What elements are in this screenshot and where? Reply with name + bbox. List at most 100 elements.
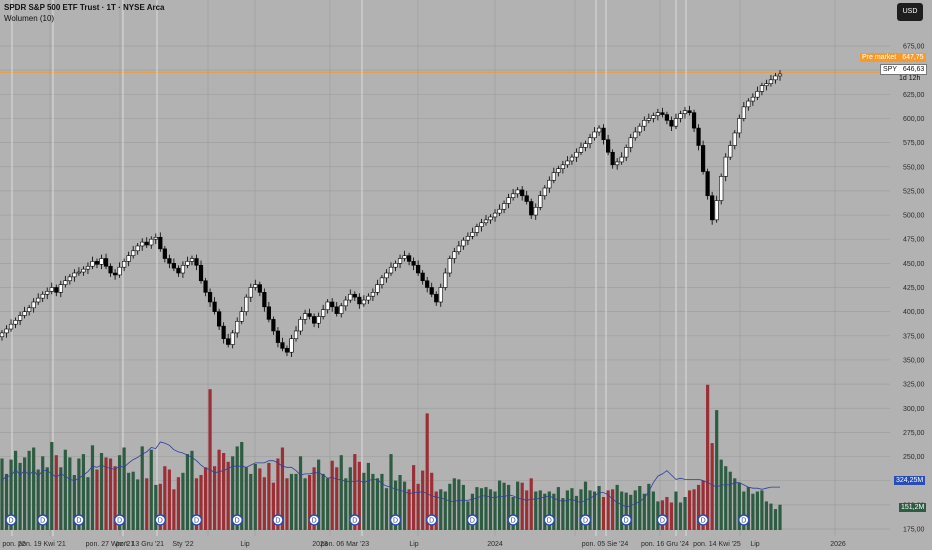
dividend-marker: [389, 514, 402, 526]
volume-bar: [715, 410, 719, 530]
candle-body: [755, 91, 760, 98]
candle-body: [678, 113, 683, 119]
volume-bar: [154, 484, 158, 530]
volume-bar: [357, 461, 361, 530]
volume-bar: [556, 487, 560, 530]
volume-bar: [728, 471, 732, 530]
time-tick-label: 2026: [830, 541, 846, 548]
volume-bar: [443, 491, 447, 530]
volume-bar: [136, 479, 140, 530]
price-tick-label: 450,00: [903, 261, 925, 268]
candle-body: [501, 203, 507, 210]
candle-body: [370, 292, 376, 297]
candle-body: [578, 147, 584, 153]
candle-body: [515, 189, 520, 195]
candle-body: [425, 280, 430, 288]
candle-body: [298, 319, 303, 332]
dividend-marker: [231, 514, 243, 526]
time-tick-label: pon. 19 Kwi '21: [18, 541, 66, 548]
dividend-marker: [620, 514, 632, 526]
candle-body: [746, 100, 751, 108]
volume-bar: [742, 491, 746, 530]
volume-value-badge: 151,2M: [899, 503, 927, 512]
volume-bar: [158, 483, 162, 530]
candle-body: [461, 239, 466, 247]
price-tick-label: 550,00: [903, 164, 925, 171]
volume-bar: [583, 481, 588, 530]
dividend-marker-label: D: [511, 518, 516, 525]
volume-bar: [457, 479, 461, 530]
candle-body: [17, 315, 23, 321]
volume-bar: [421, 470, 425, 530]
candle-body: [732, 132, 737, 146]
volume-bar: [366, 462, 370, 530]
volume-bar: [574, 495, 579, 530]
volume-bar: [90, 445, 95, 530]
price-tick-label: 325,00: [903, 382, 925, 389]
volume-bar: [638, 486, 642, 530]
time-tick-label: pon. 14 Kwi '25: [693, 541, 741, 548]
candle-body: [547, 179, 552, 189]
dividend-marker-label: D: [76, 518, 81, 525]
candle-body: [284, 348, 290, 353]
candle-body: [312, 316, 317, 324]
candle-body: [768, 79, 774, 84]
volume-bar: [203, 467, 208, 530]
volume-bar: [289, 473, 294, 530]
volume-bar: [72, 475, 76, 530]
candle-body: [624, 147, 629, 158]
dividend-marker-label: D: [194, 518, 199, 525]
volume-bar: [258, 468, 262, 530]
candle-body: [198, 264, 204, 282]
volume-bar: [733, 478, 737, 530]
volume-bar: [706, 384, 710, 530]
symbol-label: SPY: [883, 66, 897, 73]
dividend-marker: [37, 514, 49, 526]
time-tick-label: pon. 16 Gru '24: [641, 541, 689, 548]
volume-bar: [488, 489, 493, 530]
price-tick-label: 375,00: [903, 333, 925, 340]
price-tick-label: 675,00: [903, 44, 925, 51]
candle-body: [280, 342, 285, 349]
price-axis: 675,00650,00625,00600,00575,00550,00525,…: [890, 0, 932, 536]
volume-bar: [4, 473, 9, 530]
price-tick-label: 500,00: [903, 213, 925, 220]
dividend-marker: [697, 514, 709, 526]
volume-bar: [27, 450, 31, 530]
volume-bar: [552, 493, 556, 530]
candle-body: [529, 201, 534, 216]
volume-bar: [629, 494, 633, 530]
countdown-value: 1d 12h: [899, 75, 921, 82]
volume-bar: [262, 477, 266, 530]
candle-body: [470, 232, 475, 237]
volume-bar: [99, 453, 104, 530]
dividend-marker-label: D: [624, 518, 629, 525]
volume-bar: [335, 467, 339, 530]
currency-button[interactable]: USD: [897, 3, 923, 21]
candle-body: [330, 301, 335, 308]
volume-bar: [538, 490, 542, 530]
volume-bar: [384, 488, 389, 530]
volume-bar: [687, 490, 692, 530]
candle-body: [551, 172, 556, 181]
volume-bar: [298, 456, 303, 530]
volume-bar: [565, 490, 570, 530]
volume-bar: [470, 493, 475, 530]
volume-bar: [588, 490, 592, 530]
dividend-marker-label: D: [470, 518, 475, 525]
candles: [0, 70, 783, 358]
candle-body: [366, 295, 371, 301]
volume-bar: [127, 472, 131, 530]
candle-body: [217, 311, 222, 327]
candle-body: [637, 125, 642, 133]
candle-body: [696, 127, 701, 146]
candle-body: [610, 151, 615, 166]
volume-bar: [235, 446, 239, 530]
candle-body: [27, 307, 32, 312]
candle-body: [212, 301, 217, 312]
volume-bar: [466, 501, 470, 530]
last-price-value: 646,63: [902, 66, 925, 73]
volume-ma-line: [1, 441, 780, 508]
